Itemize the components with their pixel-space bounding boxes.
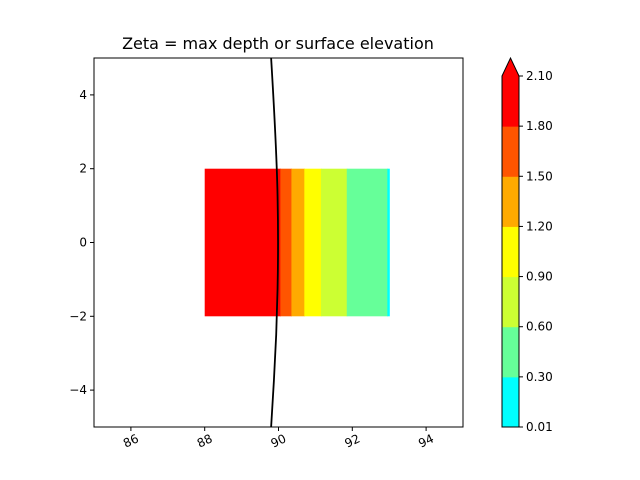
x-tick-label-3: 92 [342, 431, 362, 450]
contour-band-6 [387, 168, 390, 317]
x-tick-label-2: 90 [269, 431, 289, 450]
colorbar-tick-label-1: 0.30 [526, 370, 553, 384]
contour-fill [204, 168, 390, 317]
colorbar-segment-6 [502, 76, 519, 127]
y-tick-label-4: −4 [69, 383, 87, 397]
y-tick-label-0: 4 [79, 88, 87, 102]
chart-title: Zeta = max depth or surface elevation [122, 34, 434, 53]
y-tick-label-2: 0 [79, 236, 87, 250]
colorbar-tick-label-2: 0.60 [526, 320, 553, 334]
contour-band-4 [320, 168, 348, 317]
colorbar-segment-3 [502, 226, 519, 278]
y-tick-label-1: 2 [79, 162, 87, 176]
y-tick-label-3: −2 [69, 309, 87, 323]
contour-band-2 [291, 168, 305, 317]
colorbar-tick-label-4: 1.20 [526, 219, 553, 233]
colorbar-outline [501, 56, 520, 428]
colorbar-tick-label-5: 1.50 [526, 169, 553, 183]
colorbar-tick-label-6: 1.80 [526, 119, 553, 133]
x-tick-label-1: 88 [195, 431, 215, 450]
colorbar-segment-1 [502, 326, 519, 378]
x-tick-label-4: 94 [416, 431, 436, 450]
contour-band-3 [304, 168, 322, 317]
contour-band-0 [204, 168, 281, 317]
colorbar: 0.01 0.30 0.60 0.90 1.20 1.50 1.80 2.10 [501, 56, 553, 434]
contour-band-1 [280, 168, 293, 317]
plot-area: 86 88 90 92 94 4 2 0 −2 −4 [69, 57, 464, 451]
colorbar-extend-arrow [502, 58, 519, 76]
colorbar-tick-label-3: 0.90 [526, 270, 553, 284]
colorbar-segment-5 [502, 126, 519, 177]
x-tick-label-0: 86 [121, 431, 141, 450]
colorbar-segment-4 [502, 176, 519, 227]
shoreline-line [270, 58, 279, 427]
colorbar-segment-0 [502, 376, 519, 428]
colorbar-tick-label-7: 2.10 [526, 69, 553, 83]
colorbar-segment-2 [502, 276, 519, 328]
colorbar-tick-label-0: 0.01 [526, 420, 553, 434]
contour-band-5 [346, 168, 388, 317]
